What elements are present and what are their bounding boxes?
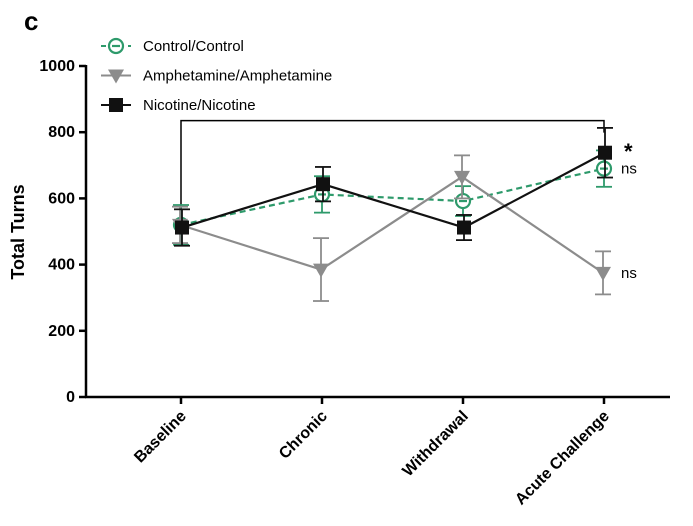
x-tick-label-acute-challenge: Acute Challenge [512, 408, 613, 509]
legend-label: Amphetamine/Amphetamine [143, 68, 332, 85]
significance-ns: ns [621, 265, 637, 282]
data-point-acute-challenge [595, 266, 611, 281]
bracket-line [180, 119, 605, 232]
legend-marker [109, 98, 123, 112]
plot-area [172, 126, 613, 302]
panel-letter: c [24, 6, 38, 36]
legend-item-nicotine-nicotine: Nicotine/Nicotine [101, 97, 256, 114]
y-tick-label: 400 [48, 257, 75, 274]
series-line-nicotine-nicotine [181, 151, 606, 229]
y-tick-label: 1000 [39, 58, 75, 75]
data-point-withdrawal [454, 170, 470, 185]
x-tick-label-baseline: Baseline [131, 408, 190, 467]
series-amphetamine-amphetamine [172, 154, 611, 302]
significance-ns: ns [621, 161, 637, 178]
y-tick-label: 200 [48, 323, 75, 340]
legend-label: Nicotine/Nicotine [143, 97, 256, 114]
data-point-acute-challenge [595, 160, 613, 177]
x-tick-label-withdrawal: Withdrawal [400, 408, 472, 480]
legend: Control/Control Amphetamine/Amphetamine Ni… [101, 37, 332, 114]
data-point-withdrawal [454, 192, 472, 210]
y-tick-label: 0 [66, 389, 75, 406]
y-axis-label: Total Turns [8, 184, 28, 279]
y-tick-label: 600 [48, 190, 75, 207]
data-point-baseline [175, 220, 189, 235]
series-line-control-control [180, 167, 605, 226]
y-tick-label: 800 [48, 124, 75, 141]
data-point-acute-challenge [598, 145, 612, 160]
legend-marker [108, 69, 124, 84]
significance-star: * [624, 139, 633, 164]
legend-label: Control/Control [143, 38, 244, 55]
x-tick-label-chronic: Chronic [276, 408, 331, 463]
data-point-chronic [313, 263, 329, 278]
legend-item-amphetamine-amphetamine: Amphetamine/Amphetamine [101, 68, 332, 85]
series-nicotine-nicotine [174, 126, 613, 247]
data-point-chronic [316, 177, 330, 192]
comparison-bracket [180, 119, 605, 232]
series-control-control [172, 149, 613, 246]
data-point-withdrawal [457, 220, 471, 235]
legend-marker [107, 37, 125, 55]
legend-item-control-control: Control/Control [101, 37, 244, 55]
series-line-amphetamine-amphetamine [179, 175, 604, 274]
axes: 0 200 400 600 800 1000 Baseline Chronic Withdraw… [39, 58, 670, 508]
